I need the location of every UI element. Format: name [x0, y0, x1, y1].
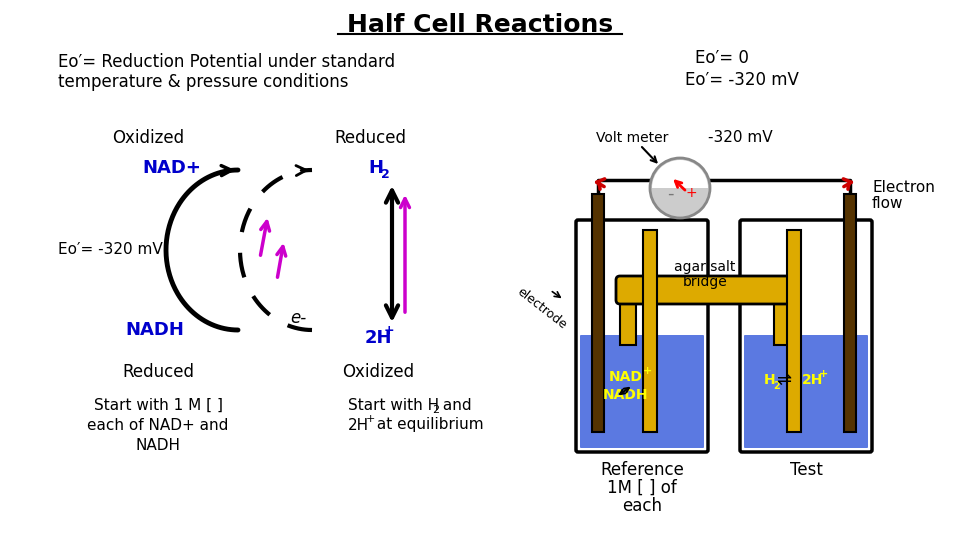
Text: 2: 2 — [432, 405, 439, 415]
Text: Eo′= -320 mV: Eo′= -320 mV — [58, 242, 163, 258]
Text: 2: 2 — [381, 167, 390, 180]
Bar — [844, 194, 856, 432]
Text: H: H — [368, 159, 383, 177]
FancyBboxPatch shape — [744, 335, 868, 448]
Bar — [643, 230, 657, 432]
Text: NADH: NADH — [603, 388, 649, 402]
Text: Eo′= 0: Eo′= 0 — [695, 49, 749, 67]
Text: agar salt: agar salt — [674, 260, 735, 274]
Bar — [620, 280, 636, 345]
Text: and: and — [438, 397, 471, 413]
Bar — [787, 230, 801, 432]
FancyBboxPatch shape — [616, 276, 794, 304]
Text: Electron: Electron — [872, 180, 935, 195]
Text: NAD: NAD — [609, 370, 643, 384]
Text: 1M [ ] of: 1M [ ] of — [607, 479, 677, 497]
Text: Start with 1 M [ ]: Start with 1 M [ ] — [93, 397, 223, 413]
Circle shape — [650, 158, 710, 218]
Text: each of NAD+ and: each of NAD+ and — [87, 417, 228, 433]
Text: Volt meter: Volt meter — [596, 131, 668, 145]
Text: -: - — [667, 185, 673, 203]
Text: Reduced: Reduced — [122, 363, 194, 381]
Text: +: + — [384, 325, 395, 338]
Text: H: H — [764, 373, 776, 387]
Text: -320 mV: -320 mV — [708, 131, 773, 145]
Text: NADH: NADH — [126, 321, 184, 339]
Bar — [592, 194, 604, 432]
Text: NADH: NADH — [135, 437, 180, 453]
Text: Reduced: Reduced — [334, 129, 406, 147]
Text: bridge: bridge — [683, 275, 728, 289]
Text: each: each — [622, 497, 662, 515]
FancyBboxPatch shape — [580, 335, 704, 448]
Text: temperature & pressure conditions: temperature & pressure conditions — [58, 73, 348, 91]
Text: NAD+: NAD+ — [143, 159, 202, 177]
Text: +: + — [685, 186, 697, 200]
Text: +: + — [366, 414, 375, 424]
Text: Test: Test — [789, 461, 823, 479]
Text: 2H: 2H — [365, 329, 393, 347]
Text: flow: flow — [872, 197, 903, 212]
Text: Eo′= Reduction Potential under standard: Eo′= Reduction Potential under standard — [58, 53, 396, 71]
Text: Reference: Reference — [600, 461, 684, 479]
Text: 2H: 2H — [802, 373, 824, 387]
FancyBboxPatch shape — [740, 220, 872, 452]
Bar — [774, 280, 790, 345]
Text: +: + — [819, 369, 828, 379]
Text: ⇌: ⇌ — [777, 371, 792, 389]
Text: 2H: 2H — [348, 417, 370, 433]
Text: Oxidized: Oxidized — [342, 363, 414, 381]
Text: e-: e- — [290, 309, 306, 327]
Text: +: + — [643, 366, 652, 376]
Text: Eo′= -320 mV: Eo′= -320 mV — [685, 71, 799, 89]
Wedge shape — [652, 160, 708, 188]
Text: Oxidized: Oxidized — [112, 129, 184, 147]
Text: electrode: electrode — [515, 285, 569, 332]
Text: 2: 2 — [773, 381, 780, 391]
Text: at equilibrium: at equilibrium — [372, 417, 484, 433]
Text: Start with H: Start with H — [348, 397, 439, 413]
FancyBboxPatch shape — [576, 220, 708, 452]
Text: Half Cell Reactions: Half Cell Reactions — [347, 13, 613, 37]
